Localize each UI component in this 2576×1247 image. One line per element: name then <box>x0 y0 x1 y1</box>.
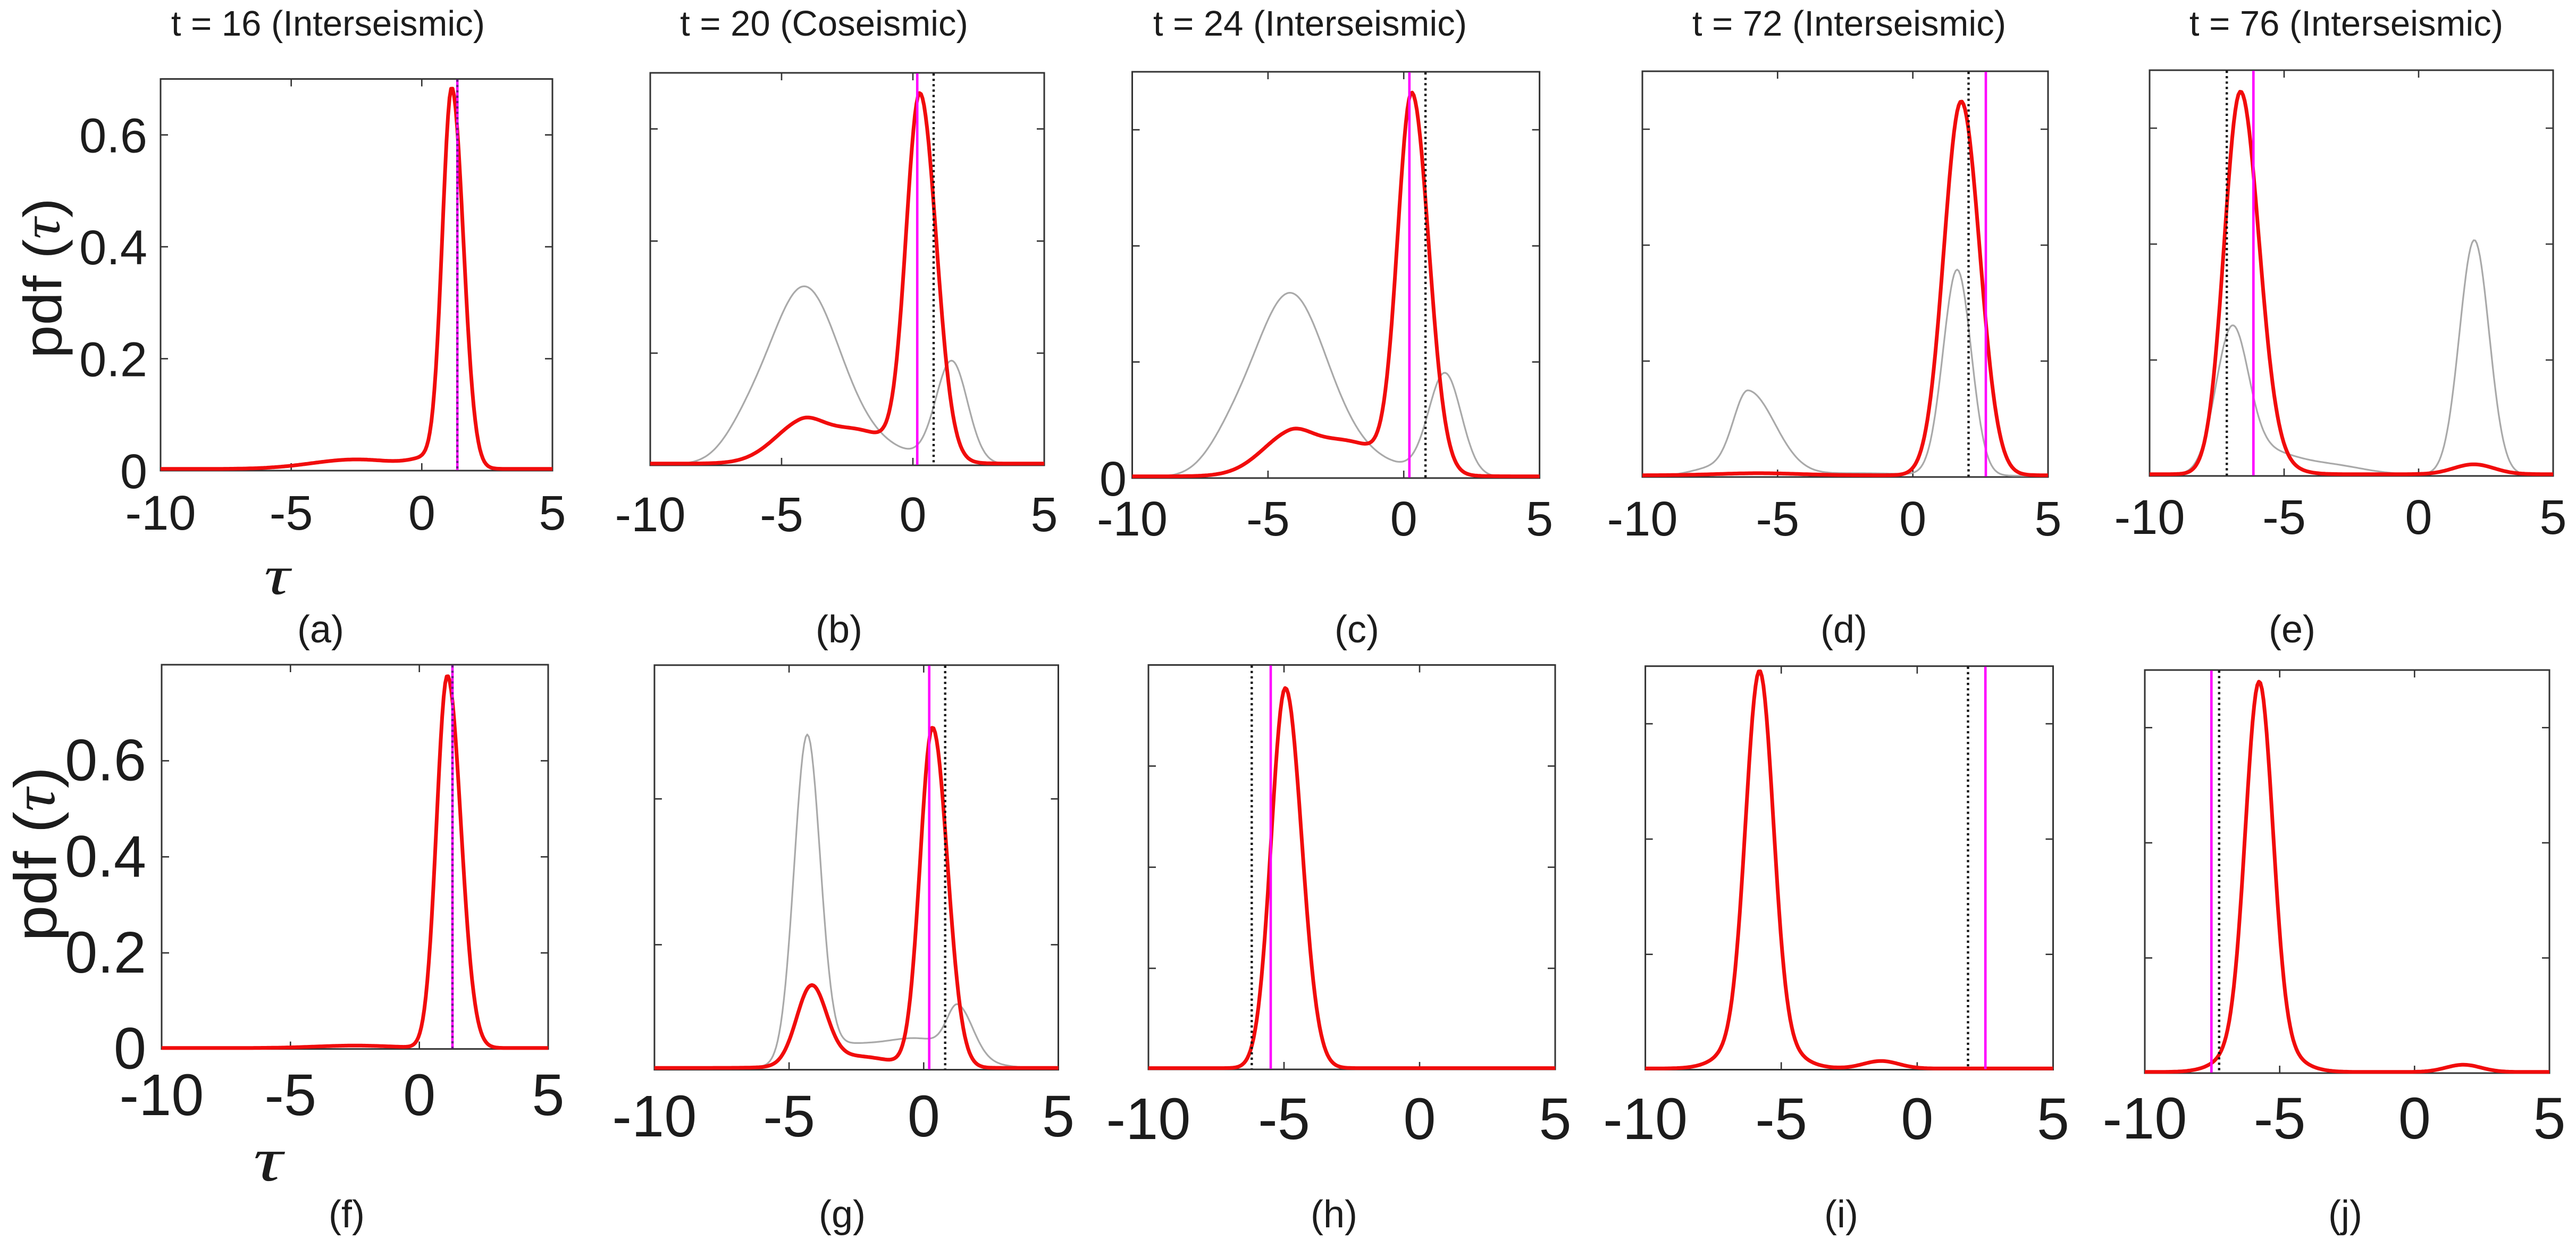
svg-text:-5: -5 <box>2262 490 2306 545</box>
svg-text:0: 0 <box>899 488 926 542</box>
svg-text:0.2: 0.2 <box>65 920 146 985</box>
svg-text:-5: -5 <box>2254 1086 2306 1151</box>
svg-text:0: 0 <box>2398 1086 2431 1151</box>
svg-text:0: 0 <box>1899 492 1926 546</box>
svg-text:-10: -10 <box>612 1084 697 1149</box>
svg-text:0: 0 <box>120 445 147 499</box>
svg-text:(h): (h) <box>1311 1193 1357 1236</box>
svg-text:0: 0 <box>2405 490 2432 545</box>
svg-text:0.6: 0.6 <box>79 109 147 163</box>
svg-text:5: 5 <box>2533 1086 2565 1151</box>
svg-text:5: 5 <box>532 1062 564 1128</box>
svg-text:t = 20 (Coseismic): t = 20 (Coseismic) <box>680 4 968 44</box>
svg-text:5: 5 <box>1030 488 1058 542</box>
svg-text:5: 5 <box>1042 1084 1075 1149</box>
svg-text:t = 16 (Interseismic): t = 16 (Interseismic) <box>171 4 485 44</box>
svg-text:-10: -10 <box>2103 1086 2187 1151</box>
svg-text:-5: -5 <box>760 488 803 542</box>
svg-text:0: 0 <box>908 1084 940 1149</box>
svg-text:t = 72 (Interseismic): t = 72 (Interseismic) <box>1692 4 2006 44</box>
svg-text:τ: τ <box>254 1125 286 1194</box>
svg-text:-10: -10 <box>2114 490 2185 545</box>
svg-text:5: 5 <box>539 486 566 540</box>
svg-text:-5: -5 <box>270 486 313 540</box>
svg-text:pdf (τ): pdf (τ) <box>12 198 73 358</box>
svg-text:5: 5 <box>2539 490 2566 545</box>
svg-text:-5: -5 <box>1246 492 1290 546</box>
svg-text:0.4: 0.4 <box>79 221 147 275</box>
svg-text:-10: -10 <box>615 488 686 542</box>
svg-text:-10: -10 <box>1106 1086 1191 1152</box>
svg-text:(e): (e) <box>2269 608 2315 651</box>
svg-text:-10: -10 <box>120 1062 204 1128</box>
svg-text:0: 0 <box>408 486 435 540</box>
svg-text:0: 0 <box>1403 1086 1436 1152</box>
svg-text:(g): (g) <box>819 1193 866 1236</box>
svg-text:τ: τ <box>264 546 292 607</box>
svg-text:-10: -10 <box>1607 492 1678 546</box>
svg-text:5: 5 <box>1526 492 1553 546</box>
svg-text:(f): (f) <box>329 1193 365 1236</box>
svg-text:0.2: 0.2 <box>79 333 147 387</box>
svg-text:0: 0 <box>1901 1086 1933 1152</box>
svg-text:0: 0 <box>403 1062 435 1128</box>
svg-text:-10: -10 <box>125 486 196 540</box>
svg-text:0: 0 <box>1100 452 1127 506</box>
svg-text:5: 5 <box>1539 1086 1571 1152</box>
svg-text:-5: -5 <box>1258 1086 1310 1152</box>
svg-text:5: 5 <box>2034 492 2061 546</box>
svg-text:(j): (j) <box>2328 1193 2362 1236</box>
svg-text:0.6: 0.6 <box>65 728 146 793</box>
svg-text:(d): (d) <box>1820 608 1867 651</box>
svg-text:0: 0 <box>1390 492 1417 546</box>
svg-text:(b): (b) <box>816 608 862 651</box>
svg-text:-5: -5 <box>264 1062 316 1128</box>
svg-text:5: 5 <box>2037 1086 2069 1152</box>
svg-text:(c): (c) <box>1335 608 1379 651</box>
svg-text:t = 76 (Interseismic): t = 76 (Interseismic) <box>2189 4 2503 44</box>
svg-text:-5: -5 <box>1755 1086 1807 1152</box>
svg-text:(i): (i) <box>1824 1193 1858 1236</box>
svg-text:0.4: 0.4 <box>65 824 146 889</box>
svg-text:t = 24 (Interseismic): t = 24 (Interseismic) <box>1153 4 1467 44</box>
svg-text:-10: -10 <box>1603 1086 1688 1152</box>
svg-text:-5: -5 <box>1756 492 1799 546</box>
svg-text:pdf (τ): pdf (τ) <box>2 767 69 942</box>
svg-text:-10: -10 <box>1097 492 1168 546</box>
svg-text:(a): (a) <box>297 608 344 651</box>
svg-text:0: 0 <box>114 1016 146 1082</box>
svg-text:-5: -5 <box>763 1084 815 1149</box>
